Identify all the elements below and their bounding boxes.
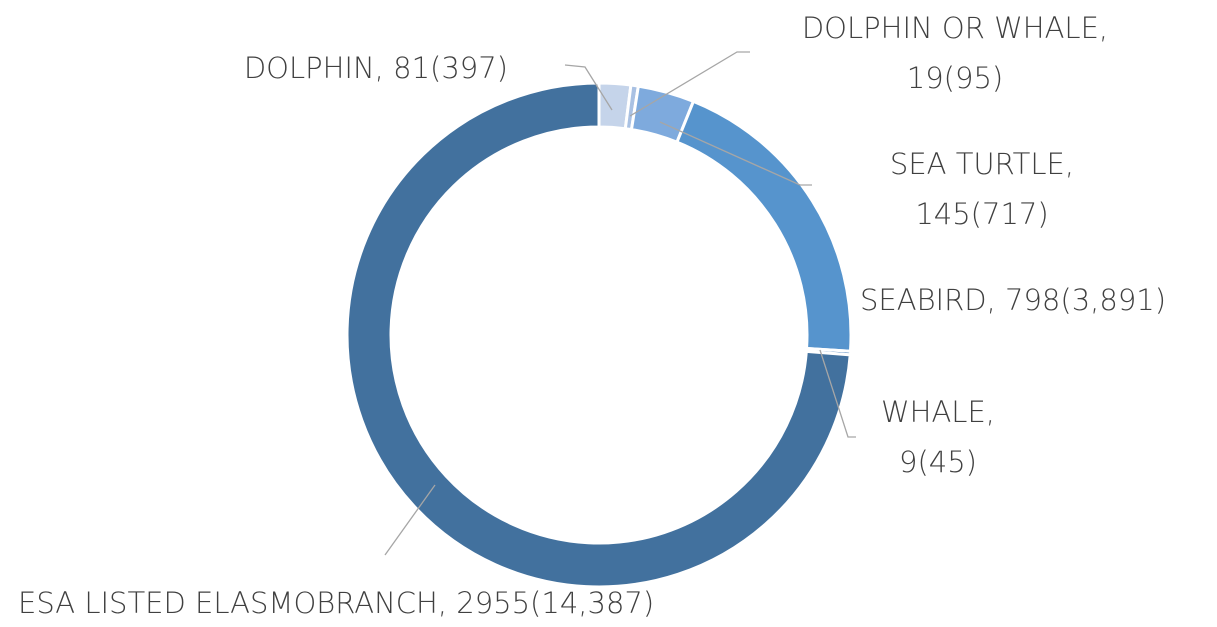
data-label: 145(717) xyxy=(915,197,1048,231)
leader-line xyxy=(659,121,812,186)
leader-line xyxy=(564,64,613,111)
leader-line xyxy=(629,51,750,117)
data-label: SEABIRD, 798(3,891) xyxy=(860,283,1166,317)
data-label: 19(95) xyxy=(907,61,1003,95)
data-label: 9(45) xyxy=(899,445,977,479)
leader-line xyxy=(384,484,436,556)
data-label: WHALE, xyxy=(881,395,995,429)
data-label: SEA TURTLE, xyxy=(890,147,1074,181)
data-label: DOLPHIN OR WHALE, xyxy=(802,11,1108,45)
donut-segment xyxy=(675,99,853,353)
donut-segment xyxy=(345,81,852,589)
data-label: DOLPHIN, 81(397) xyxy=(244,51,508,85)
data-label: ESA LISTED ELASMOBRANCH, 2955(14,387) xyxy=(18,586,654,620)
leader-line xyxy=(819,349,856,438)
